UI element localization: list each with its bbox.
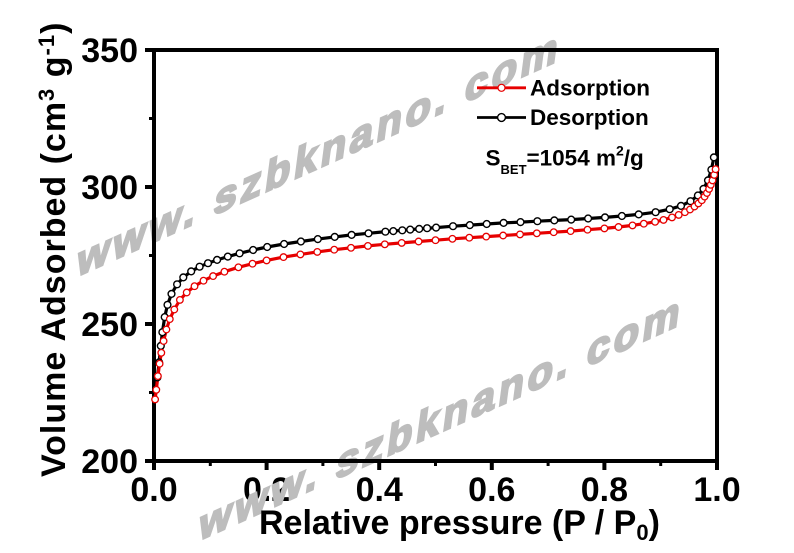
svg-text:0.4: 0.4 — [356, 471, 403, 509]
svg-text:Relative pressure (P / P0): Relative pressure (P / P0) — [259, 504, 660, 545]
svg-text:300: 300 — [81, 169, 138, 207]
svg-text:250: 250 — [81, 306, 138, 344]
svg-text:Desorption: Desorption — [530, 105, 649, 130]
svg-text:0.0: 0.0 — [130, 471, 177, 509]
svg-text:200: 200 — [81, 443, 138, 481]
svg-text:Adsorption: Adsorption — [530, 75, 650, 100]
svg-text:0.2: 0.2 — [243, 471, 290, 509]
svg-text:0.6: 0.6 — [468, 471, 515, 509]
svg-text:0.8: 0.8 — [581, 471, 628, 509]
svg-text:1.0: 1.0 — [693, 471, 740, 509]
svg-text:350: 350 — [81, 32, 138, 70]
